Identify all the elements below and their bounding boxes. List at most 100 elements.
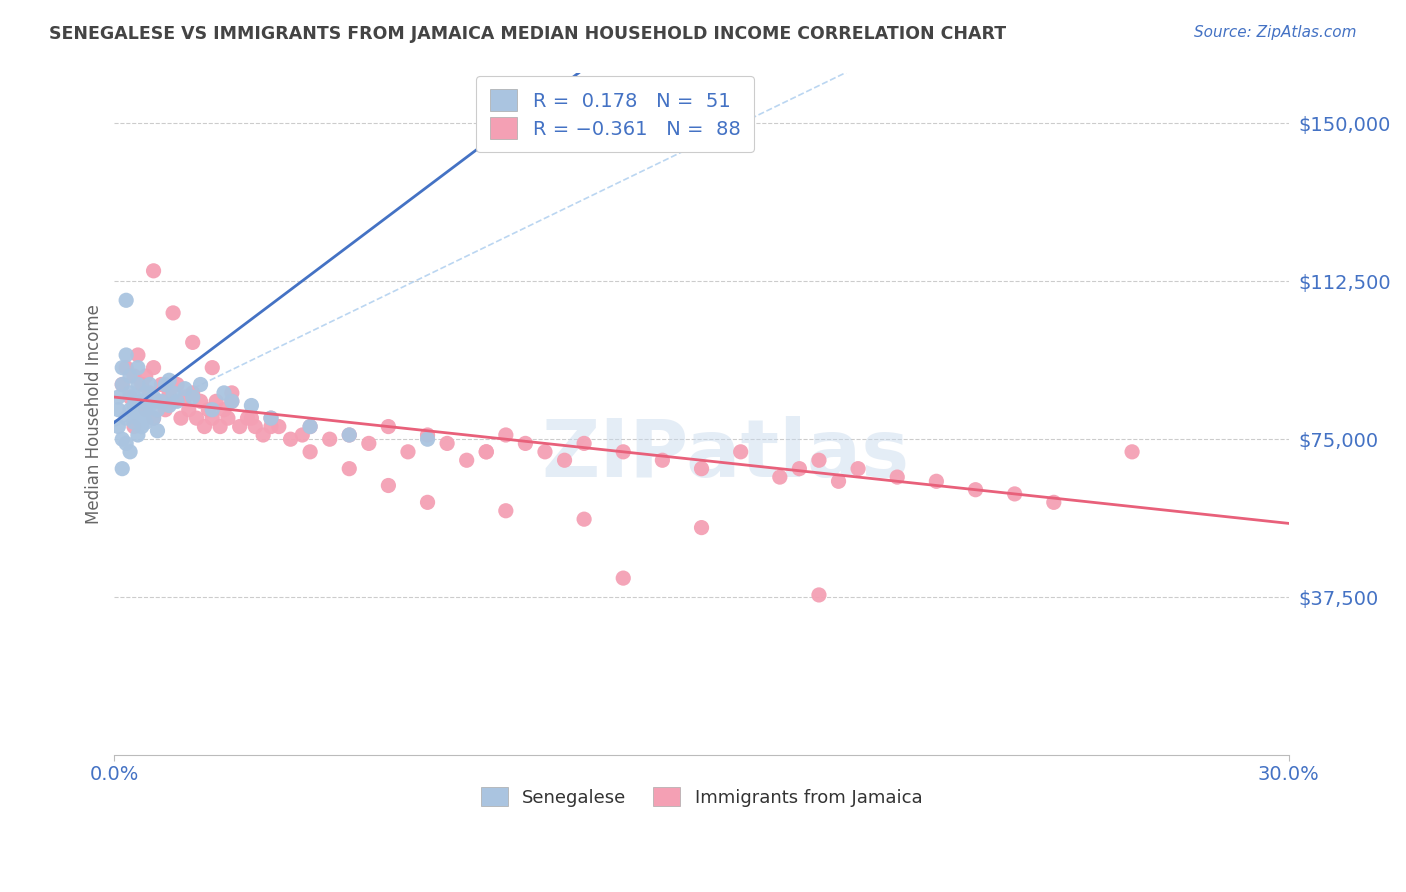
Point <box>201 411 224 425</box>
Point <box>572 512 595 526</box>
Point <box>221 394 243 409</box>
Y-axis label: Median Household Income: Median Household Income <box>86 304 103 524</box>
Point <box>122 369 145 384</box>
Point <box>155 377 177 392</box>
Point <box>318 432 340 446</box>
Point <box>115 348 138 362</box>
Point <box>925 475 948 489</box>
Point <box>337 428 360 442</box>
Point <box>122 390 145 404</box>
Point <box>299 419 322 434</box>
Point <box>127 411 149 425</box>
Point <box>127 360 149 375</box>
Point <box>337 461 360 475</box>
Point <box>807 453 830 467</box>
Point <box>166 394 188 409</box>
Point <box>127 377 149 392</box>
Point <box>120 445 142 459</box>
Point <box>209 419 232 434</box>
Point <box>120 385 142 400</box>
Point <box>827 475 849 489</box>
Point <box>769 470 792 484</box>
Point <box>173 382 195 396</box>
Point <box>651 453 673 467</box>
Point <box>534 445 557 459</box>
Point <box>181 385 204 400</box>
Point <box>436 436 458 450</box>
Point <box>150 377 173 392</box>
Point <box>260 411 283 425</box>
Point <box>107 402 129 417</box>
Point <box>142 411 165 425</box>
Point <box>965 483 987 497</box>
Point <box>120 402 142 417</box>
Point <box>131 411 153 425</box>
Point <box>572 436 595 450</box>
Point <box>162 394 184 409</box>
Point <box>150 394 173 409</box>
Point <box>155 402 177 417</box>
Point <box>181 335 204 350</box>
Point <box>807 588 830 602</box>
Point <box>142 360 165 375</box>
Point <box>193 419 215 434</box>
Point <box>120 369 142 384</box>
Point <box>142 390 165 404</box>
Point <box>236 411 259 425</box>
Point <box>111 461 134 475</box>
Point <box>170 411 193 425</box>
Point <box>135 415 157 429</box>
Point <box>886 470 908 484</box>
Point <box>186 411 208 425</box>
Point <box>416 428 439 442</box>
Point <box>260 419 283 434</box>
Point <box>127 348 149 362</box>
Point <box>135 402 157 417</box>
Point <box>115 293 138 308</box>
Point <box>173 390 195 404</box>
Point <box>1004 487 1026 501</box>
Point <box>131 419 153 434</box>
Point <box>377 419 399 434</box>
Point <box>554 453 576 467</box>
Point <box>166 377 188 392</box>
Point <box>212 385 235 400</box>
Point <box>131 377 153 392</box>
Point <box>690 461 713 475</box>
Point <box>135 402 157 417</box>
Point <box>127 428 149 442</box>
Point <box>205 394 228 409</box>
Point <box>201 360 224 375</box>
Text: SENEGALESE VS IMMIGRANTS FROM JAMAICA MEDIAN HOUSEHOLD INCOME CORRELATION CHART: SENEGALESE VS IMMIGRANTS FROM JAMAICA ME… <box>49 25 1007 43</box>
Point <box>1043 495 1066 509</box>
Point <box>240 411 263 425</box>
Point <box>135 369 157 384</box>
Point <box>495 504 517 518</box>
Point <box>495 428 517 442</box>
Text: ZIPatlas: ZIPatlas <box>541 416 910 494</box>
Point <box>475 445 498 459</box>
Point <box>197 402 219 417</box>
Point <box>201 402 224 417</box>
Point <box>162 385 184 400</box>
Point <box>416 432 439 446</box>
Point <box>612 571 634 585</box>
Point <box>107 419 129 434</box>
Point <box>337 428 360 442</box>
Point <box>146 394 169 409</box>
Point <box>267 419 290 434</box>
Point <box>217 411 239 425</box>
Legend: Senegalese, Immigrants from Jamaica: Senegalese, Immigrants from Jamaica <box>474 780 929 814</box>
Text: Source: ZipAtlas.com: Source: ZipAtlas.com <box>1194 25 1357 40</box>
Point <box>299 445 322 459</box>
Point <box>181 390 204 404</box>
Point <box>357 436 380 450</box>
Point <box>122 419 145 434</box>
Point <box>416 495 439 509</box>
Point <box>157 373 180 387</box>
Point <box>221 385 243 400</box>
Point <box>162 306 184 320</box>
Point <box>228 419 250 434</box>
Point <box>260 411 283 425</box>
Point <box>122 415 145 429</box>
